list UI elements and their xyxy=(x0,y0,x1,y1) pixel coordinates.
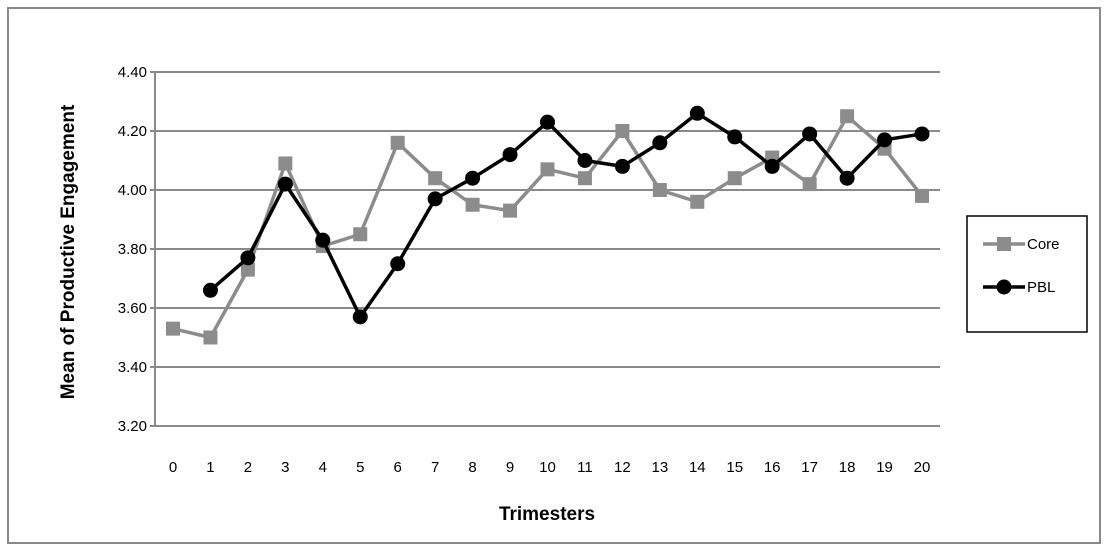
legend-label-core: Core xyxy=(1027,236,1060,253)
legend-marker-core xyxy=(997,237,1011,251)
x-tick-label: 5 xyxy=(356,459,364,476)
x-tick-label: 14 xyxy=(689,459,706,476)
data-point-pbl xyxy=(802,126,818,142)
data-point-pbl xyxy=(202,282,218,298)
y-tick-label: 4.00 xyxy=(118,182,147,199)
x-tick-label: 10 xyxy=(539,459,556,476)
data-point-pbl xyxy=(577,153,593,168)
data-point-core xyxy=(577,171,592,186)
data-point-pbl xyxy=(652,135,668,151)
x-tick-label: 11 xyxy=(577,459,593,476)
legend-marker-pbl xyxy=(996,279,1012,295)
chart-frame xyxy=(7,7,1101,544)
data-point-pbl xyxy=(390,256,406,272)
data-point-pbl xyxy=(465,170,481,186)
data-point-pbl xyxy=(352,309,368,325)
data-point-pbl xyxy=(839,170,855,186)
data-point-core xyxy=(353,227,368,242)
y-tick-label: 3.20 xyxy=(118,418,147,435)
data-point-pbl xyxy=(540,114,555,130)
series-core xyxy=(166,109,929,345)
data-point-core xyxy=(240,262,255,277)
x-tick-label: 19 xyxy=(876,459,893,476)
x-tick-label: 16 xyxy=(764,459,781,476)
x-tick-label: 17 xyxy=(801,459,818,476)
x-tick-label: 12 xyxy=(614,459,631,476)
data-point-pbl xyxy=(240,250,256,266)
legend-box xyxy=(966,215,1088,333)
data-point-core xyxy=(428,171,443,186)
series-pbl xyxy=(202,105,930,325)
data-point-core xyxy=(915,188,929,203)
series-line-core xyxy=(172,114,924,340)
series-line-pbl xyxy=(209,111,923,319)
data-point-pbl xyxy=(914,126,930,142)
y-axis-title: Mean of Productive Engagement xyxy=(58,104,79,399)
x-tick-label: 4 xyxy=(319,459,327,476)
x-tick-label: 20 xyxy=(914,459,931,476)
y-tick-label: 4.20 xyxy=(118,123,147,140)
x-tick-label: 2 xyxy=(244,459,252,476)
data-point-pbl xyxy=(727,129,743,145)
x-tick-label: 18 xyxy=(839,459,856,476)
data-point-core xyxy=(802,177,817,192)
x-tick-label: 7 xyxy=(431,459,439,476)
y-tick-label: 3.40 xyxy=(118,359,147,376)
data-point-pbl xyxy=(764,158,780,174)
data-point-core xyxy=(615,124,630,138)
x-tick-label: 15 xyxy=(726,459,743,476)
data-point-core xyxy=(540,162,555,177)
data-point-core xyxy=(840,109,855,124)
data-point-pbl xyxy=(689,105,705,121)
data-point-core xyxy=(652,183,667,197)
data-point-pbl xyxy=(277,176,293,192)
y-tick-label: 4.40 xyxy=(118,64,147,81)
data-point-core xyxy=(465,197,480,212)
x-tick-label: 9 xyxy=(506,459,514,476)
data-point-core xyxy=(727,171,742,186)
x-axis: 0 1 2 3 4 5 6 7 8 9 10 11 12 13 14 15 16 17 18 19 20 xyxy=(155,425,940,476)
data-point-pbl xyxy=(427,191,443,207)
x-tick-label: 13 xyxy=(652,459,669,476)
data-point-core xyxy=(503,203,518,218)
data-point-pbl xyxy=(315,232,331,248)
data-point-core xyxy=(278,156,293,171)
data-point-pbl xyxy=(877,132,893,148)
data-point-core xyxy=(390,135,405,150)
data-point-core xyxy=(690,194,705,209)
series-layer xyxy=(166,105,930,345)
y-tick-label: 3.80 xyxy=(118,241,147,258)
x-tick-label: 6 xyxy=(394,459,402,476)
x-axis-title: Trimesters xyxy=(499,504,595,525)
x-tick-label: 0 xyxy=(169,459,177,476)
data-point-pbl xyxy=(614,158,630,174)
x-tick-label: 1 xyxy=(206,459,214,476)
gridlines xyxy=(155,71,940,368)
data-point-core xyxy=(203,330,218,345)
data-point-pbl xyxy=(502,147,518,163)
legend: Core PBL xyxy=(966,215,1088,333)
y-tick-label: 3.60 xyxy=(118,300,147,317)
x-tick-label: 3 xyxy=(281,459,289,476)
data-point-core xyxy=(166,321,180,336)
y-axis: 3.20 3.40 3.60 3.80 4.00 4.20 4.40 xyxy=(118,64,156,435)
legend-label-pbl: PBL xyxy=(1027,279,1055,296)
x-tick-label: 8 xyxy=(468,459,476,476)
